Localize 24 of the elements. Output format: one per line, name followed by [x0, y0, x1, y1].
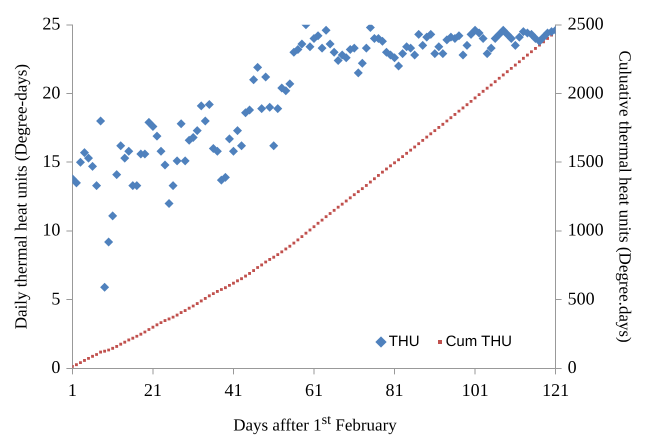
x-tick-label: 121 [542, 380, 570, 400]
y-tick-label: 25 [42, 14, 60, 34]
y-tick-label: 20 [42, 82, 60, 102]
x-tick-label: 61 [305, 380, 323, 400]
y2-tick-label: 500 [568, 288, 595, 308]
x-axis-title: Days affter 1$^{st}$ February [232, 412, 398, 436]
y-tick-label: 5 [51, 288, 60, 308]
x-tick-label: 81 [386, 380, 404, 400]
y-axis-title: Daily thermal heat units (Degree-days) [12, 64, 31, 330]
y2-tick-label: 1500 [568, 150, 604, 171]
x-tick-label: 41 [224, 380, 242, 400]
y2-tick-label: 2500 [568, 14, 604, 34]
legend-label: THU [388, 333, 420, 350]
y2-tick-label: 0 [568, 357, 577, 378]
y-tick-label: 15 [42, 150, 60, 171]
x-tick-label: 101 [462, 380, 489, 400]
y2-axis-title: Culuative thermal heat units (Degree.days) [615, 50, 634, 343]
y2-tick-label: 1000 [568, 220, 604, 240]
y2-tick-label: 2000 [568, 82, 604, 102]
y-tick-label: 0 [51, 357, 60, 378]
legend-label: Cum THU [446, 333, 512, 350]
x-tick-label: 21 [144, 380, 162, 400]
y-tick-label: 10 [42, 220, 60, 240]
x-tick-label: 1 [68, 380, 77, 400]
